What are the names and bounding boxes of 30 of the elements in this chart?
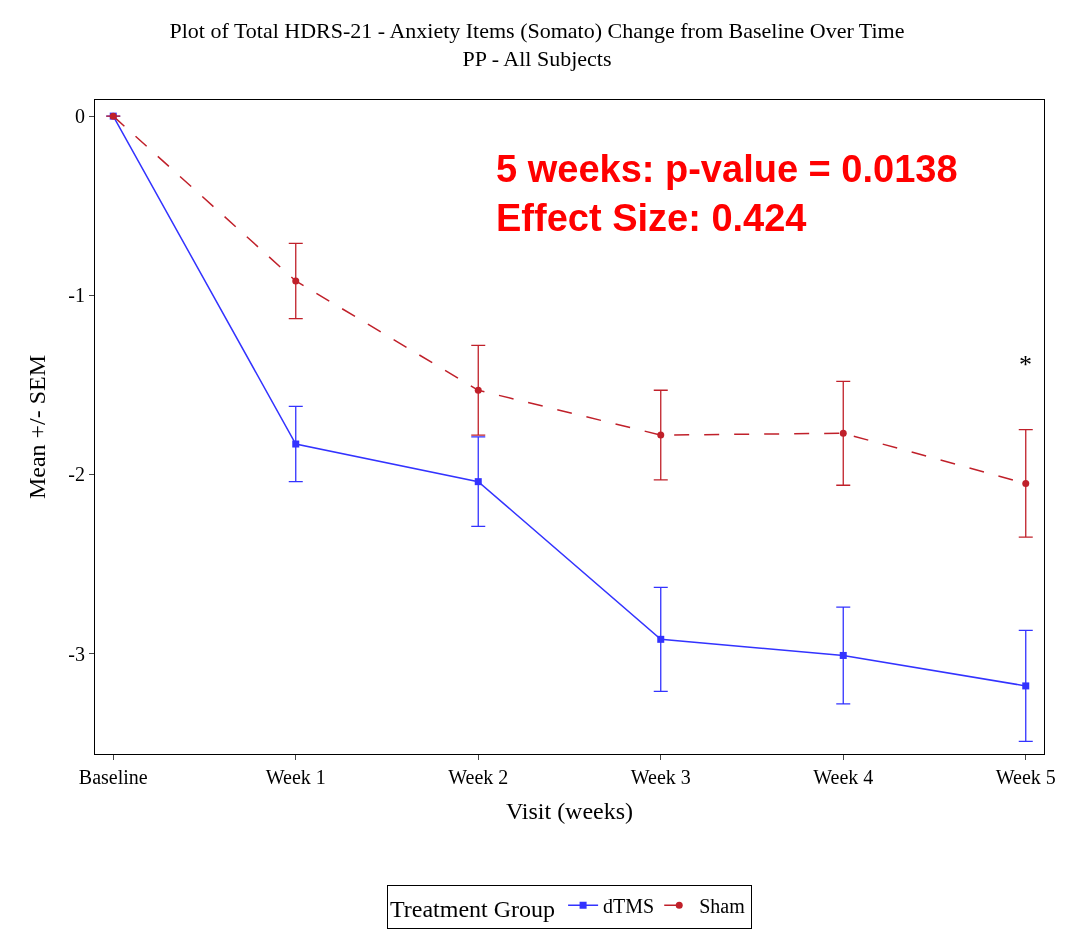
- x-tick-label: Week 1: [265, 766, 326, 788]
- point: [657, 431, 665, 439]
- x-tick-label: Week 2: [448, 766, 509, 788]
- y-tick-label: 0: [75, 105, 85, 128]
- y-tick-label: -3: [68, 642, 85, 665]
- chart-subtitle: PP - All Subjects: [462, 46, 612, 72]
- x-tick-label: Week 3: [630, 766, 691, 788]
- annotation: *: [1019, 350, 1032, 379]
- point: [839, 651, 847, 659]
- x-tick-label: Week 5: [995, 766, 1056, 788]
- x-tick-label: Baseline: [78, 766, 148, 788]
- point: [657, 635, 665, 643]
- chart-title: Plot of Total HDRS-21 - Anxiety Items (Somato) Change from Baseline Over Time: [169, 17, 905, 43]
- x-axis-title: Visit (weeks): [505, 798, 634, 825]
- point: [474, 386, 482, 394]
- point: [474, 478, 482, 486]
- legend-title: Treatment Group: [390, 896, 556, 922]
- annotation: Effect Size: 0.424: [496, 197, 807, 239]
- point: [1022, 479, 1030, 487]
- point: [292, 440, 300, 448]
- y-axis-title: Mean +/- SEM: [24, 354, 51, 500]
- point: [1022, 682, 1030, 690]
- x-tick-label: Week 4: [813, 766, 874, 788]
- point: [839, 429, 847, 437]
- legend-label: dTMS: [603, 895, 655, 918]
- point: [292, 277, 300, 285]
- y-tick-label: -2: [68, 463, 85, 486]
- annotation: 5 weeks: p-value = 0.0138: [496, 148, 958, 190]
- legend-label: Sham: [699, 895, 746, 918]
- y-tick-label: -1: [68, 284, 85, 307]
